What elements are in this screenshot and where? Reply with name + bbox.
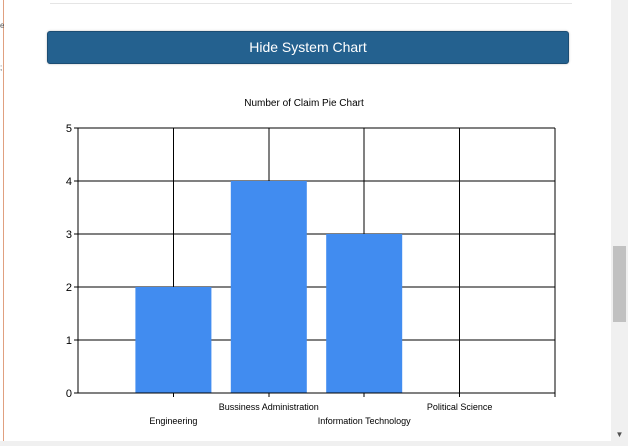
top-divider [50, 3, 572, 4]
y-tick-label: 1 [66, 335, 72, 347]
claims-chart: Number of Claim Pie Chart 0 1 2 3 4 5 Engineer… [4, 80, 611, 441]
chart-svg: Number of Claim Pie Chart 0 1 2 3 4 5 Engineer… [66, 98, 556, 426]
y-tick-label: 2 [66, 282, 72, 294]
x-tick-label: Bussiness Administration [219, 402, 319, 412]
bar-bussiness-administration [230, 181, 307, 393]
vertical-scrollbar[interactable]: ▼ [611, 0, 628, 441]
y-tick-label: 3 [66, 229, 72, 241]
y-tick-label: 5 [66, 123, 72, 135]
x-tick-label: Political Science [427, 402, 493, 412]
edge-glyph: e [0, 21, 5, 30]
chart-axes: 0 1 2 3 4 5 Engineering Bussiness Administratio… [66, 123, 556, 426]
y-tick-label: 4 [66, 176, 72, 188]
bar-engineering [135, 287, 212, 393]
x-tick-label: Engineering [149, 416, 197, 426]
content-panel: Hide System Chart Number of Claim Pie Ch… [4, 0, 611, 441]
scrollbar-thumb[interactable] [613, 246, 626, 322]
left-window-edge: e ; [0, 0, 4, 441]
y-tick-label: 0 [66, 388, 72, 400]
chevron-down-icon[interactable]: ▼ [615, 430, 624, 439]
chart-title: Number of Claim Pie Chart [244, 98, 364, 109]
edge-glyph: ; [0, 63, 3, 72]
x-tick-label: Information Technology [318, 416, 411, 426]
chart-bars [135, 181, 403, 393]
bar-information-technology [326, 234, 403, 393]
hide-system-chart-button[interactable]: Hide System Chart [47, 31, 569, 64]
